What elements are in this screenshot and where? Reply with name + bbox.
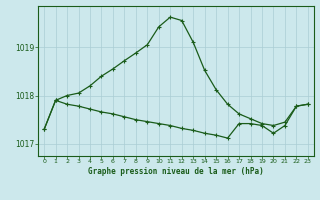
X-axis label: Graphe pression niveau de la mer (hPa): Graphe pression niveau de la mer (hPa): [88, 167, 264, 176]
